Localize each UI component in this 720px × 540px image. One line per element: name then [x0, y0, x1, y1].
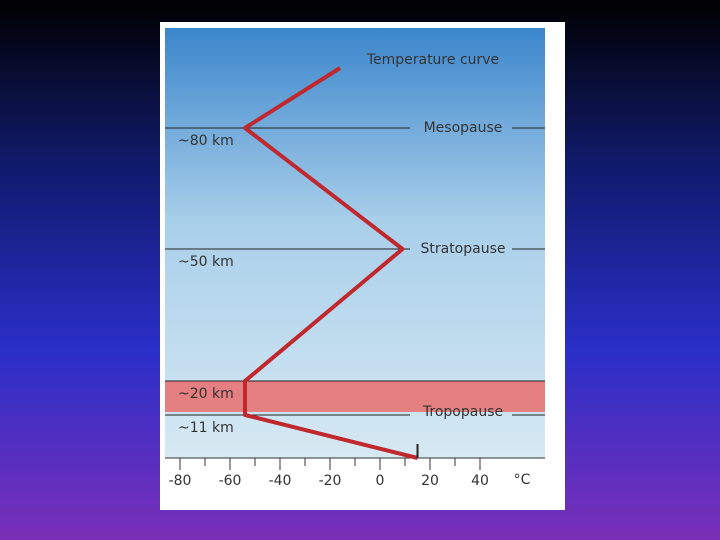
curve-title: Temperature curve: [366, 52, 499, 68]
altitude-label: ~80 km: [178, 133, 234, 149]
x-tick-label: -80: [169, 473, 192, 489]
boundary-label: Mesopause: [424, 120, 503, 136]
x-tick-label: -20: [319, 473, 342, 489]
altitude-label: ~11 km: [178, 420, 234, 436]
boundary-label: Stratopause: [420, 241, 505, 257]
x-axis-label: °C: [514, 472, 531, 488]
altitude-label: ~20 km: [178, 386, 234, 402]
highlight-band: [165, 381, 545, 412]
x-tick-label: 20: [421, 473, 439, 489]
x-tick-label: 0: [376, 473, 385, 489]
x-tick-label: -60: [219, 473, 242, 489]
x-tick-label: -40: [269, 473, 292, 489]
x-tick-label: 40: [471, 473, 489, 489]
boundary-label: Tropopause: [422, 404, 503, 420]
altitude-label: ~50 km: [178, 254, 234, 270]
temperature-curve: [243, 66, 418, 460]
